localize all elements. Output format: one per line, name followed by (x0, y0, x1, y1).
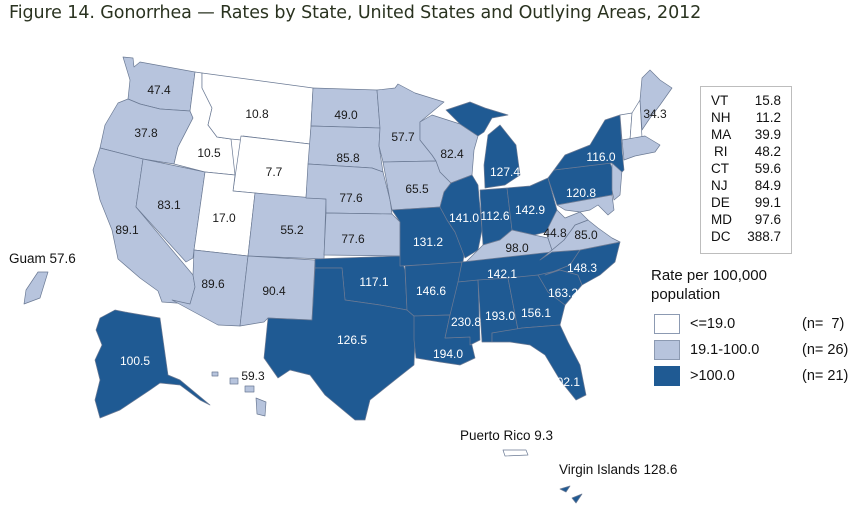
label-id: 10.5 (197, 146, 221, 160)
label-tn: 142.1 (486, 267, 518, 281)
label-ny: 116.0 (586, 150, 616, 164)
label-il: 141.0 (448, 211, 480, 225)
label-in: 112.6 (480, 209, 510, 223)
state-fl (491, 324, 587, 401)
label-az: 89.6 (201, 277, 225, 291)
territory-puerto-rico (502, 449, 529, 457)
small-state-row: VT 15.8 (711, 93, 781, 108)
label-nc: 148.3 (566, 261, 598, 275)
small-state-row: NH 11.2 (711, 110, 781, 125)
small-state-row: CT 59.6 (711, 161, 781, 176)
guam-label: Guam 57.6 (9, 251, 76, 266)
label-wa: 47.4 (147, 83, 171, 97)
label-co: 55.2 (280, 223, 304, 237)
label-ut: 17.0 (212, 211, 236, 225)
legend-title: Rate per 100,000 population (651, 267, 767, 303)
legend-swatch-high (654, 366, 680, 386)
label-nd: 49.0 (334, 108, 358, 122)
small-state-row: MD 97.6 (711, 212, 781, 227)
label-mo: 131.2 (412, 235, 444, 249)
small-states-table: VT 15.8 NH 11.2 MA 39.9 RI 48.2 CT 59.6 NJ 84.… (700, 86, 792, 254)
state-md-de (556, 194, 615, 216)
legend-swatch-mid (654, 340, 680, 360)
label-sd: 85.8 (336, 151, 360, 165)
label-wy: 7.7 (265, 165, 283, 179)
state-wv (545, 209, 589, 251)
label-ga: 156.1 (520, 306, 552, 320)
label-nm: 90.4 (262, 284, 286, 298)
small-state-row: DE 99.1 (711, 195, 781, 210)
small-state-row: NJ 84.9 (711, 178, 781, 193)
label-ok: 117.1 (359, 275, 389, 289)
state-me (639, 69, 673, 131)
label-mt: 10.8 (245, 107, 269, 121)
label-va: 85.0 (574, 228, 598, 242)
label-mi: 127.4 (489, 165, 521, 179)
figure-title: Figure 14. Gonorrhea — Rates by State, U… (9, 3, 702, 23)
label-oh: 142.9 (514, 203, 546, 217)
label-ca: 89.1 (115, 223, 139, 237)
state-ma-ri-ct (621, 135, 661, 161)
small-state-row: RI 48.2 (714, 144, 781, 159)
territory-virgin-islands (559, 485, 583, 504)
puerto-rico-label: Puerto Rico 9.3 (460, 428, 554, 443)
label-mn: 57.7 (391, 130, 415, 144)
label-ks: 77.6 (341, 232, 365, 246)
virgin-islands-label: Virgin Islands 128.6 (559, 462, 678, 477)
label-ak: 100.5 (119, 354, 151, 368)
label-nv: 83.1 (157, 198, 181, 212)
label-ar: 146.6 (415, 284, 447, 298)
label-la: 194.0 (432, 347, 464, 361)
state-mi (445, 101, 521, 189)
small-state-row: DC 388.7 (711, 229, 781, 244)
label-ky: 98.0 (505, 241, 529, 255)
label-pa: 120.8 (565, 186, 597, 200)
label-fl: 102.1 (549, 375, 581, 389)
state-ny (553, 114, 625, 173)
state-hi (211, 371, 267, 417)
label-al: 193.0 (484, 309, 516, 323)
legend-swatch-low (654, 314, 680, 334)
label-ne: 77.6 (339, 191, 363, 205)
label-ia: 65.5 (405, 182, 429, 196)
state-ca (92, 147, 196, 305)
small-state-row: MA 39.9 (711, 127, 781, 142)
state-il (439, 174, 483, 259)
label-wv: 44.8 (543, 226, 567, 240)
state-tx (263, 267, 417, 421)
state-nc (544, 241, 621, 286)
territory-guam (23, 271, 49, 305)
label-or: 37.8 (134, 126, 158, 140)
label-hi: 59.3 (241, 369, 265, 383)
state-ak (94, 309, 211, 419)
label-sc: 163.2 (547, 286, 579, 300)
label-ms: 230.8 (450, 315, 482, 329)
label-tx: 126.5 (336, 333, 368, 347)
label-wi: 82.4 (440, 147, 464, 161)
label-me: 34.3 (643, 107, 667, 121)
